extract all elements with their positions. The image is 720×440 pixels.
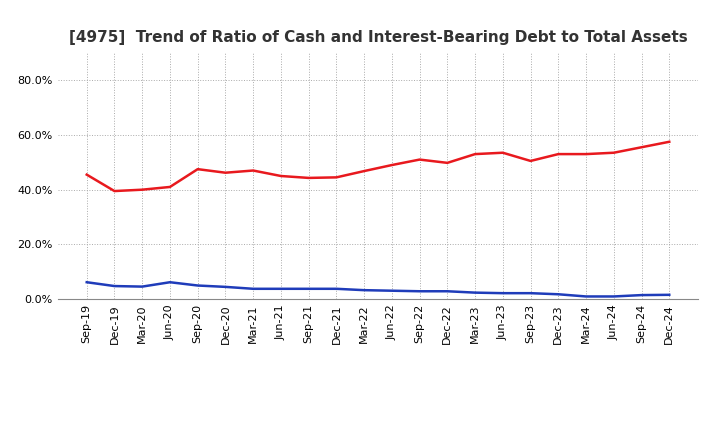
Line: Cash: Cash [86, 142, 670, 191]
Cash [443, 160, 451, 165]
Interest-Bearing Debt [526, 290, 535, 296]
Interest-Bearing Debt [221, 284, 230, 290]
Interest-Bearing Debt [110, 283, 119, 289]
Cash [526, 158, 535, 164]
Interest-Bearing Debt [249, 286, 258, 291]
Interest-Bearing Debt [665, 292, 674, 297]
Cash [665, 139, 674, 144]
Cash [276, 173, 285, 179]
Interest-Bearing Debt [609, 294, 618, 299]
Interest-Bearing Debt [82, 279, 91, 285]
Cash [609, 150, 618, 155]
Cash [305, 175, 313, 180]
Interest-Bearing Debt [582, 294, 590, 299]
Interest-Bearing Debt [138, 284, 147, 289]
Interest-Bearing Debt [443, 289, 451, 294]
Cash [387, 162, 396, 168]
Interest-Bearing Debt [415, 289, 424, 294]
Interest-Bearing Debt [498, 290, 507, 296]
Cash [415, 157, 424, 162]
Cash [110, 188, 119, 194]
Cash [498, 150, 507, 155]
Interest-Bearing Debt [166, 279, 174, 285]
Cash [82, 172, 91, 177]
Cash [221, 170, 230, 176]
Interest-Bearing Debt [471, 290, 480, 295]
Interest-Bearing Debt [276, 286, 285, 291]
Cash [471, 151, 480, 157]
Interest-Bearing Debt [194, 283, 202, 288]
Title: [4975]  Trend of Ratio of Cash and Interest-Bearing Debt to Total Assets: [4975] Trend of Ratio of Cash and Intere… [68, 29, 688, 45]
Interest-Bearing Debt [387, 288, 396, 293]
Cash [360, 169, 369, 174]
Interest-Bearing Debt [637, 293, 646, 298]
Cash [194, 166, 202, 172]
Cash [249, 168, 258, 173]
Interest-Bearing Debt [554, 292, 562, 297]
Cash [637, 145, 646, 150]
Interest-Bearing Debt [360, 287, 369, 293]
Cash [138, 187, 147, 192]
Cash [332, 175, 341, 180]
Cash [554, 151, 562, 157]
Cash [582, 151, 590, 157]
Interest-Bearing Debt [305, 286, 313, 291]
Interest-Bearing Debt [332, 286, 341, 291]
Cash [166, 184, 174, 190]
Line: Interest-Bearing Debt: Interest-Bearing Debt [86, 282, 670, 297]
